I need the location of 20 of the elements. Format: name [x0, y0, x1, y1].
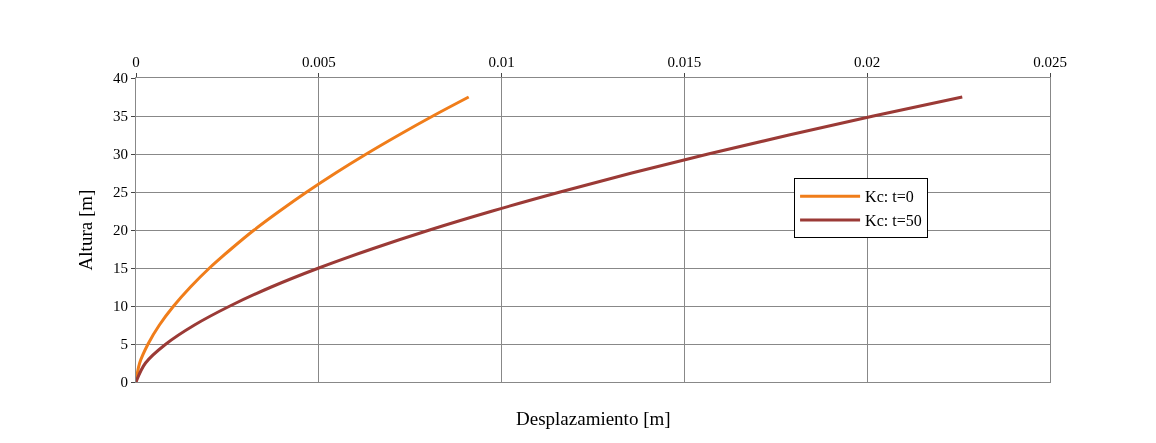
x-axis-title: Desplazamiento [m]: [516, 408, 671, 429]
x-tick-label: 0.02: [854, 54, 881, 70]
y-tick-label: 15: [113, 260, 128, 277]
y-tick-label: 35: [113, 108, 128, 125]
x-tick-label: 0.025: [1033, 54, 1067, 70]
y-axis-title: Altura [m]: [74, 189, 96, 271]
legend-label: Kc: t=0: [865, 188, 914, 206]
x-tick-label: 0.01: [488, 54, 515, 70]
y-tick-label: 10: [113, 298, 128, 315]
y-tick-label: 5: [120, 336, 128, 353]
x-tick-label: 0.015: [667, 54, 702, 70]
line-series: [136, 95, 964, 382]
y-tick-label: 0: [120, 374, 128, 391]
y-tick-label: 20: [113, 222, 128, 239]
y-tick-label: 30: [113, 146, 128, 163]
x-tick-label: 0: [132, 54, 140, 70]
x-tick-label: 0.005: [301, 54, 336, 70]
legend-label: Kc: t=50: [865, 212, 922, 230]
y-tick-label: 40: [113, 70, 128, 87]
y-tick-label: 25: [113, 184, 128, 201]
